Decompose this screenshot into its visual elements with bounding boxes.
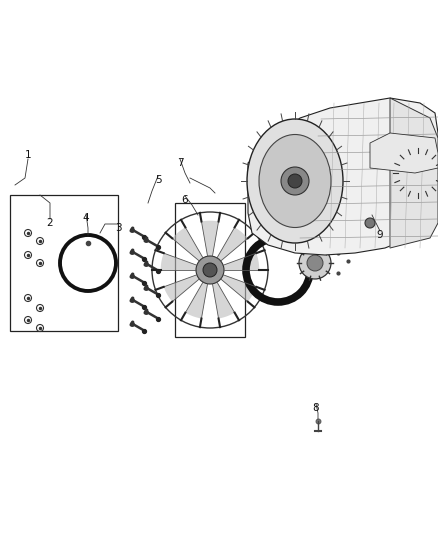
Ellipse shape	[259, 134, 331, 228]
Ellipse shape	[247, 119, 343, 243]
Polygon shape	[185, 282, 208, 319]
Bar	[175, 203, 245, 337]
Text: 8: 8	[313, 403, 319, 413]
Circle shape	[281, 167, 309, 195]
Polygon shape	[370, 133, 438, 173]
Text: 6: 6	[182, 195, 188, 205]
Text: 5: 5	[155, 175, 161, 185]
Circle shape	[307, 255, 323, 271]
Polygon shape	[201, 221, 219, 256]
Polygon shape	[172, 227, 203, 261]
Polygon shape	[164, 275, 199, 302]
Polygon shape	[390, 98, 438, 248]
Polygon shape	[212, 282, 235, 319]
Text: 9: 9	[377, 230, 383, 240]
Circle shape	[196, 256, 224, 284]
Text: 4: 4	[83, 213, 89, 223]
Polygon shape	[161, 253, 197, 270]
Text: 3: 3	[115, 223, 121, 233]
Polygon shape	[223, 253, 259, 270]
Text: 1: 1	[25, 150, 31, 160]
Text: 2: 2	[47, 218, 53, 228]
Polygon shape	[221, 275, 256, 302]
Circle shape	[299, 247, 331, 279]
Circle shape	[203, 263, 217, 277]
Polygon shape	[248, 98, 438, 255]
Circle shape	[288, 174, 302, 188]
Text: 7: 7	[177, 158, 184, 168]
Polygon shape	[217, 227, 248, 261]
Circle shape	[365, 218, 375, 228]
